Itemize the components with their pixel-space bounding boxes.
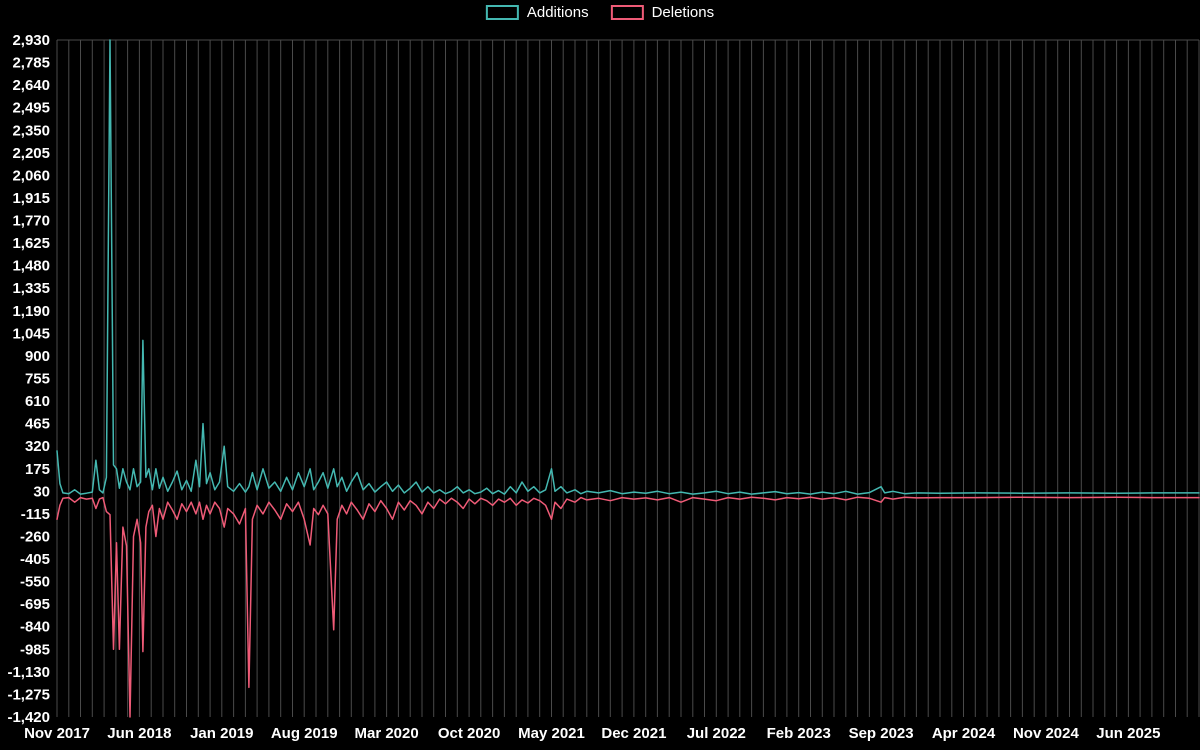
x-tick-label: Feb 2023	[767, 725, 831, 742]
y-tick-label: 175	[25, 461, 50, 478]
y-tick-label: 1,045	[12, 325, 50, 342]
y-tick-label: 1,335	[12, 280, 50, 297]
x-tick-label: May 2021	[518, 725, 585, 742]
x-tick-label: Aug 2019	[271, 725, 338, 742]
y-tick-label: 1,625	[12, 235, 50, 252]
y-tick-label: 2,640	[12, 77, 50, 94]
x-tick-label: Dec 2021	[601, 725, 666, 742]
legend-item-deletions[interactable]: Deletions	[610, 4, 715, 21]
x-tick-label: Jan 2019	[190, 725, 253, 742]
additions-label: Additions	[526, 4, 589, 21]
y-tick-label: 2,060	[12, 167, 50, 184]
y-tick-label: 610	[25, 393, 50, 410]
legend-item-additions[interactable]: Additions	[485, 4, 589, 21]
x-tick-label: Apr 2024	[932, 725, 996, 742]
x-tick-label: Mar 2020	[354, 725, 418, 742]
y-tick-label: -1,130	[7, 664, 50, 681]
y-tick-label: 2,350	[12, 122, 50, 139]
y-tick-label: -115	[21, 506, 50, 523]
y-tick-label: 1,480	[12, 258, 50, 275]
x-tick-label: Sep 2023	[849, 725, 914, 742]
y-tick-label: -840	[20, 619, 50, 636]
y-tick-label: -695	[20, 596, 50, 613]
additions-line	[56, 39, 1200, 495]
x-tick-label: Jun 2025	[1096, 725, 1160, 742]
y-tick-label: 1,915	[12, 190, 50, 207]
deletions-swatch	[610, 5, 644, 20]
y-tick-label: 755	[25, 371, 50, 388]
deletions-label: Deletions	[651, 4, 715, 21]
y-tick-label: -260	[20, 529, 50, 546]
y-tick-label: 2,495	[12, 100, 50, 117]
y-tick-label: 465	[25, 416, 50, 433]
y-tick-label: -550	[20, 574, 50, 591]
additions-swatch	[485, 5, 519, 20]
y-tick-label: 2,930	[12, 32, 50, 49]
y-tick-label: 1,190	[12, 303, 50, 320]
y-tick-label: -405	[20, 551, 50, 568]
y-tick-label: 900	[25, 348, 50, 365]
y-tick-label: 320	[25, 438, 50, 455]
y-tick-label: 2,205	[12, 145, 50, 162]
x-tick-label: Jun 2018	[107, 725, 171, 742]
y-tick-label: -1,420	[7, 709, 50, 726]
y-tick-label: 2,785	[12, 55, 50, 72]
y-tick-label: 30	[33, 483, 50, 500]
y-tick-label: 1,770	[12, 213, 50, 230]
legend: Additions Deletions	[485, 4, 715, 21]
x-tick-label: Nov 2017	[24, 725, 90, 742]
deletions-line	[56, 496, 1200, 718]
x-tick-label: Nov 2024	[1013, 725, 1080, 742]
x-tick-label: Oct 2020	[438, 725, 501, 742]
x-tick-label: Jul 2022	[687, 725, 746, 742]
y-tick-label: -985	[20, 641, 50, 658]
y-tick-label: -1,275	[7, 686, 50, 703]
